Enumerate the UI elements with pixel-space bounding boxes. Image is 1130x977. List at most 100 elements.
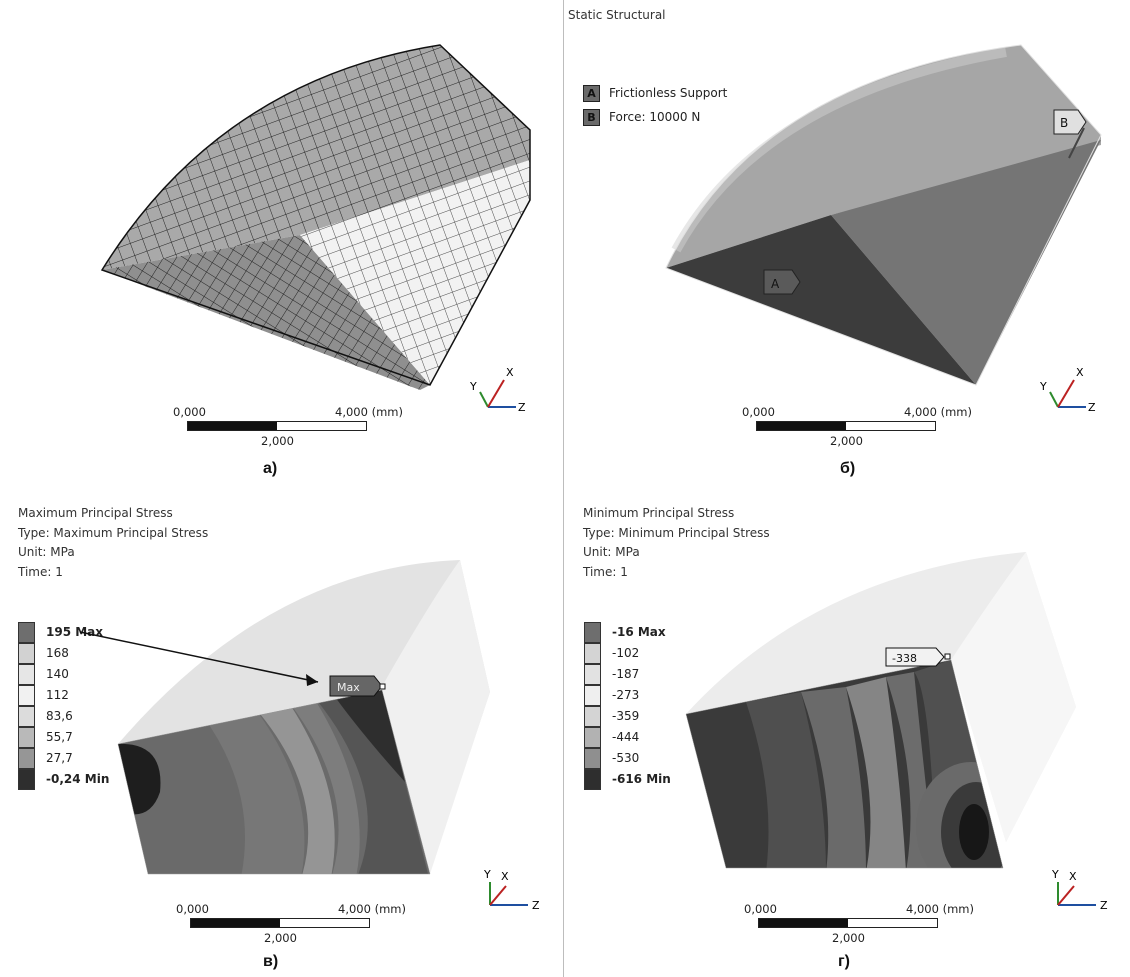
support-tag-a-label: A xyxy=(771,277,780,291)
legend-value: 195 Max xyxy=(46,625,104,639)
legend-swatch xyxy=(584,727,601,748)
legend-value: -359 xyxy=(612,709,640,723)
scale-mid-label: 2,000 xyxy=(261,434,294,448)
legend-value: -444 xyxy=(612,730,640,744)
axis-y-label: Y xyxy=(1039,380,1047,393)
panel-letter-b: б) xyxy=(840,460,856,477)
legend-value: -530 xyxy=(612,751,640,765)
result-title: Maximum Principal Stress xyxy=(18,506,173,520)
max-stress-view: Max xyxy=(79,560,490,875)
legend-value: 55,7 xyxy=(46,730,73,744)
result-unit: Unit: MPa xyxy=(18,545,75,559)
legend-value: -16 Max xyxy=(612,625,666,639)
scale-mid-label: 2,000 xyxy=(832,931,865,945)
scale-bar-graphic xyxy=(187,421,367,431)
legend-swatch xyxy=(18,727,35,748)
axis-x-label: X xyxy=(1069,870,1077,883)
legend-swatch xyxy=(584,748,601,769)
legend-value: 27,7 xyxy=(46,751,73,765)
max-probe-label: Max xyxy=(337,681,360,694)
panel-min-principal-stress: Minimum Principal Stress Type: Minimum P… xyxy=(566,492,1130,977)
scale-left-label: 0,000 xyxy=(744,902,777,916)
legend-swatch xyxy=(18,622,35,643)
min-probe-label: -338 xyxy=(892,652,917,665)
legend-swatch xyxy=(584,706,601,727)
panel-max-principal-stress: Maximum Principal Stress Type: Maximum P… xyxy=(0,492,562,977)
scale-bar: 0,000 4,000 (mm) 2,000 xyxy=(742,405,972,467)
result-time: Time: 1 xyxy=(18,564,63,579)
legend-value: -273 xyxy=(612,688,640,702)
scale-right-label: 4,000 (mm) xyxy=(906,902,974,916)
min-probe-tag xyxy=(885,647,945,667)
legend-value: 112 xyxy=(46,688,69,702)
legend-swatch xyxy=(584,685,601,706)
legend-swatch xyxy=(18,706,35,727)
axis-x-label: X xyxy=(506,366,514,379)
scale-bar-graphic xyxy=(190,918,370,928)
legend-swatch xyxy=(584,622,601,643)
legend-value: 168 xyxy=(46,646,69,660)
min-stress-view: -338 xyxy=(685,552,1076,869)
legend-swatch xyxy=(18,748,35,769)
force-arrow xyxy=(1068,127,1085,159)
legend-value: -187 xyxy=(612,667,640,681)
scale-left-label: 0,000 xyxy=(742,405,775,419)
axis-triad[interactable]: Z Y X xyxy=(468,362,538,422)
scale-left-label: 0,000 xyxy=(176,902,209,916)
mesh-view xyxy=(100,44,531,390)
legend-label-b: Force: 10000 N xyxy=(609,110,701,124)
scale-bar: 0,000 4,000 (mm) 2,000 xyxy=(744,902,974,964)
scale-bar-graphic xyxy=(758,918,938,928)
axis-z-label: Z xyxy=(1100,899,1108,912)
legend-key-b: B xyxy=(583,109,600,126)
axis-triad[interactable]: Z Y X xyxy=(480,860,550,920)
scale-bar-graphic xyxy=(756,421,936,431)
axis-triad[interactable]: Z Y X xyxy=(1038,362,1108,422)
force-tag-b-label: B xyxy=(1060,116,1068,130)
max-probe-arrow xyxy=(79,631,319,683)
panel-letter-c: в) xyxy=(263,953,279,970)
legend-swatch xyxy=(584,664,601,685)
axis-x-label: X xyxy=(1076,366,1084,379)
result-type: Type: Maximum Principal Stress xyxy=(18,525,209,540)
axis-triad[interactable]: Z Y X xyxy=(1048,860,1118,920)
legend-swatch xyxy=(584,769,601,790)
max-probe-tag xyxy=(329,675,383,697)
result-title: Minimum Principal Stress xyxy=(583,506,735,520)
structural-view: A B xyxy=(665,44,1102,386)
axis-z-label: Z xyxy=(518,401,526,414)
result-type: Type: Minimum Principal Stress xyxy=(583,525,770,540)
scale-mid-label: 2,000 xyxy=(830,434,863,448)
panel-letter-a: а) xyxy=(263,460,278,477)
axis-z-label: Z xyxy=(1088,401,1096,414)
legend-value: -102 xyxy=(612,646,640,660)
scale-right-label: 4,000 (mm) xyxy=(335,405,403,419)
front-face xyxy=(666,215,976,385)
scale-left-label: 0,000 xyxy=(173,405,206,419)
axis-z-label: Z xyxy=(532,899,540,912)
axis-x-label: X xyxy=(501,870,509,883)
axis-y-label: Y xyxy=(483,868,491,881)
legend-value: -0,24 Min xyxy=(46,772,110,786)
panel-mesh: 0,000 4,000 (mm) 2,000 Z Y X а) xyxy=(0,0,562,490)
support-tag-a xyxy=(763,269,801,295)
panel-divider xyxy=(563,0,564,977)
right-face xyxy=(831,140,1101,385)
scale-bar: 0,000 4,000 (mm) 2,000 xyxy=(176,902,406,964)
axis-y-label: Y xyxy=(1051,868,1059,881)
legend-label-a: Frictionless Support xyxy=(609,86,728,100)
legend-swatch xyxy=(18,769,35,790)
legend-swatch xyxy=(18,664,35,685)
axis-y-label: Y xyxy=(469,380,477,393)
analysis-title: Static Structural xyxy=(568,8,666,22)
legend-swatch xyxy=(584,643,601,664)
legend-value: 140 xyxy=(46,667,69,681)
panel-static-structural: Static Structural A Frictionless Support… xyxy=(566,0,1130,490)
top-face xyxy=(666,45,1101,268)
scale-right-label: 4,000 (mm) xyxy=(904,405,972,419)
legend-value: 83,6 xyxy=(46,709,73,723)
legend-swatch xyxy=(18,643,35,664)
legend-swatch xyxy=(18,685,35,706)
force-tag-b xyxy=(1053,109,1087,135)
scale-mid-label: 2,000 xyxy=(264,931,297,945)
